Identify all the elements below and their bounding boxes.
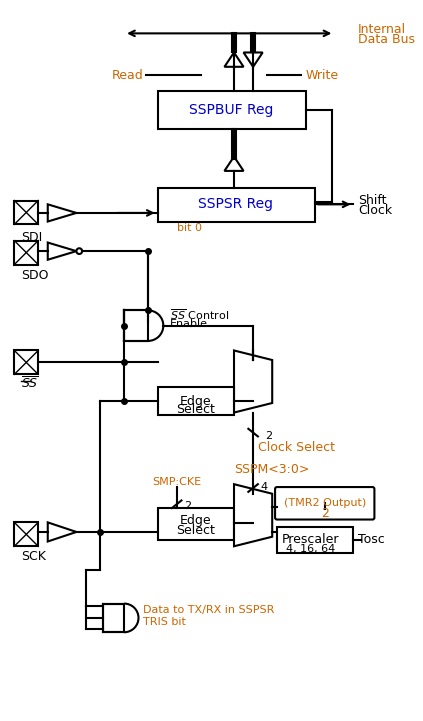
Text: Enable: Enable — [170, 319, 208, 329]
Text: SDO: SDO — [21, 270, 49, 283]
Bar — [158, 386, 234, 415]
Text: Edge: Edge — [180, 514, 212, 527]
Text: Edge: Edge — [180, 394, 212, 407]
Bar — [14, 523, 38, 547]
Text: 2: 2 — [266, 431, 273, 441]
Text: SMP:CKE: SMP:CKE — [152, 477, 201, 487]
Bar — [14, 200, 38, 224]
Text: (TMR2 Output): (TMR2 Output) — [283, 498, 366, 508]
Text: Read: Read — [112, 69, 143, 82]
Text: bit 0: bit 0 — [177, 224, 202, 233]
Text: 2: 2 — [184, 501, 192, 511]
Text: SSPBUF Reg: SSPBUF Reg — [189, 103, 273, 117]
Bar — [14, 241, 38, 265]
Bar — [158, 508, 234, 539]
Text: SCK: SCK — [21, 550, 46, 563]
Text: Write: Write — [306, 69, 339, 82]
Text: Shift: Shift — [358, 194, 387, 207]
Text: SSPSR Reg: SSPSR Reg — [198, 198, 273, 211]
Text: $\overline{SS}$: $\overline{SS}$ — [21, 376, 39, 392]
Text: Prescaler: Prescaler — [282, 533, 339, 546]
Bar — [277, 527, 353, 553]
Polygon shape — [234, 350, 272, 412]
Bar — [103, 603, 124, 632]
Polygon shape — [225, 156, 244, 171]
Text: Tosc: Tosc — [358, 533, 385, 546]
Text: SDI: SDI — [21, 231, 42, 244]
Text: Select: Select — [176, 523, 215, 536]
Text: Clock: Clock — [358, 203, 392, 216]
Text: Data Bus: Data Bus — [358, 32, 415, 45]
Bar — [158, 188, 315, 221]
Polygon shape — [234, 485, 272, 547]
Polygon shape — [225, 53, 244, 67]
Text: Internal: Internal — [358, 23, 407, 36]
Text: 2: 2 — [321, 508, 329, 521]
Polygon shape — [244, 53, 263, 67]
Bar — [14, 350, 38, 374]
Bar — [158, 91, 306, 129]
Text: 4: 4 — [261, 482, 268, 492]
Text: SSPM<3:0>: SSPM<3:0> — [234, 464, 309, 477]
Text: 4, 16, 64: 4, 16, 64 — [286, 544, 335, 554]
Text: $\overline{SS}$ Control: $\overline{SS}$ Control — [170, 307, 229, 322]
FancyBboxPatch shape — [275, 487, 374, 520]
Text: Select: Select — [176, 403, 215, 416]
Text: Data to TX/RX in SSPSR: Data to TX/RX in SSPSR — [143, 605, 275, 615]
Polygon shape — [48, 204, 77, 221]
Polygon shape — [48, 523, 77, 541]
Polygon shape — [48, 242, 77, 260]
Bar — [124, 310, 148, 341]
Text: TRIS bit: TRIS bit — [143, 616, 186, 627]
Text: Clock Select: Clock Select — [258, 441, 335, 454]
